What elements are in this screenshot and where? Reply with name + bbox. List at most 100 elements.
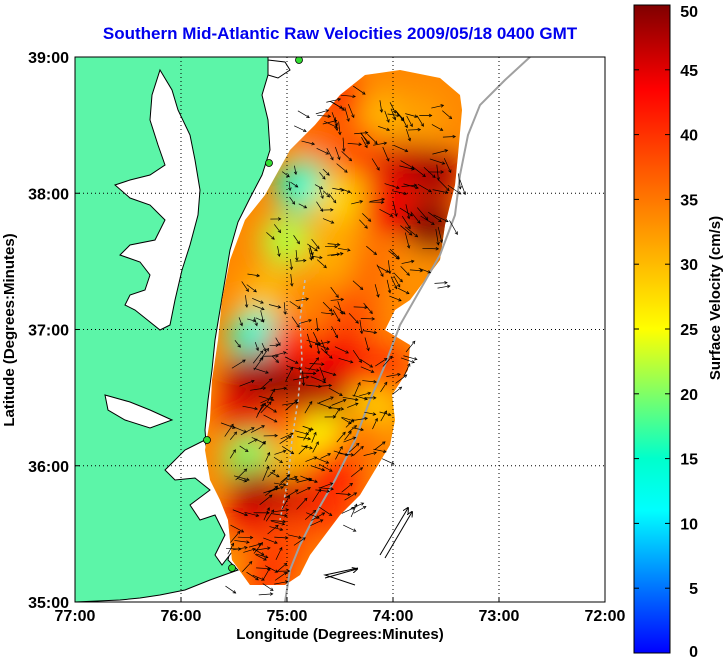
velocity-cell bbox=[266, 323, 319, 376]
velocity-arrow bbox=[382, 458, 395, 465]
velocity-arrowhead bbox=[389, 213, 394, 217]
velocity-arrowhead bbox=[386, 119, 390, 123]
velocity-arrow bbox=[379, 209, 393, 217]
velocity-arrow bbox=[293, 125, 307, 132]
velocity-arrowhead bbox=[366, 347, 370, 352]
velocity-arrowhead bbox=[364, 225, 368, 229]
velocity-arrow bbox=[256, 567, 271, 570]
velocity-arrowhead bbox=[353, 492, 358, 496]
velocity-arrowhead bbox=[275, 487, 279, 491]
velocity-arrow bbox=[335, 492, 351, 495]
velocity-arrow bbox=[280, 432, 294, 440]
velocity-arrow bbox=[314, 457, 329, 464]
velocity-arrow bbox=[263, 414, 278, 423]
velocity-arrow bbox=[403, 355, 418, 360]
velocity-arrow bbox=[393, 144, 408, 152]
velocity-arrow bbox=[279, 435, 292, 445]
velocity-arrow bbox=[274, 572, 287, 581]
velocity-arrowhead bbox=[337, 97, 342, 102]
velocity-arrowhead bbox=[397, 283, 401, 288]
velocity-arrowhead bbox=[269, 592, 274, 596]
velocity-arrow bbox=[235, 468, 247, 481]
velocity-arrow bbox=[428, 211, 442, 222]
velocity-arrow bbox=[374, 441, 386, 450]
velocity-arrow bbox=[230, 531, 241, 543]
velocity-arrow bbox=[273, 224, 281, 233]
velocity-arrowhead bbox=[269, 396, 274, 400]
velocity-arrowhead bbox=[311, 141, 316, 146]
velocity-arrowhead bbox=[262, 402, 266, 407]
velocity-arrowhead bbox=[255, 347, 259, 352]
velocity-arrowhead bbox=[307, 436, 312, 441]
velocity-arrowhead bbox=[265, 370, 269, 374]
velocity-arrowhead bbox=[327, 453, 332, 457]
velocity-arrowhead bbox=[288, 187, 292, 192]
velocity-arrowhead bbox=[389, 355, 393, 360]
velocity-arrow bbox=[363, 452, 377, 456]
velocity-arrowhead bbox=[435, 247, 440, 251]
velocity-arrowhead bbox=[369, 310, 373, 315]
velocity-arrow bbox=[337, 247, 351, 251]
x-tick-label: 77:00 bbox=[55, 608, 96, 625]
velocity-arrowhead bbox=[364, 144, 368, 149]
velocity-arrowhead bbox=[345, 350, 349, 354]
velocity-arrowhead bbox=[329, 468, 333, 472]
velocity-arrowhead bbox=[264, 555, 269, 559]
velocity-arrow bbox=[417, 183, 432, 193]
colorbar-tick-label: 35 bbox=[680, 192, 698, 209]
velocity-arrowhead bbox=[332, 415, 337, 419]
velocity-arrow bbox=[347, 403, 359, 408]
velocity-arrowhead bbox=[414, 114, 418, 118]
velocity-arrow bbox=[260, 396, 273, 404]
velocity-arrowhead bbox=[266, 451, 271, 456]
velocity-arrowhead bbox=[303, 497, 308, 502]
velocity-arrowhead bbox=[436, 177, 440, 181]
velocity-arrow bbox=[397, 287, 410, 295]
y-tick-label: 35:00 bbox=[28, 595, 69, 612]
velocity-arrow bbox=[275, 563, 287, 573]
velocity-arrowhead bbox=[321, 512, 326, 516]
velocity-arrowhead bbox=[415, 185, 419, 190]
velocity-arrow bbox=[266, 388, 276, 404]
velocity-arrowhead bbox=[294, 399, 299, 403]
velocity-arrowhead bbox=[428, 113, 433, 118]
velocity-arrow bbox=[337, 301, 343, 315]
velocity-arrow bbox=[423, 166, 436, 178]
velocity-arrow bbox=[389, 102, 396, 114]
velocity-arrow bbox=[240, 427, 255, 436]
velocity-arrow bbox=[335, 446, 343, 460]
velocity-arrowhead bbox=[260, 318, 265, 322]
velocity-arrow bbox=[259, 494, 273, 505]
velocity-arrowhead bbox=[350, 418, 355, 422]
y-tick-label: 39:00 bbox=[28, 50, 69, 67]
velocity-arrow bbox=[263, 567, 271, 579]
y-tick-label: 37:00 bbox=[28, 323, 69, 340]
velocity-arrowhead bbox=[294, 489, 299, 493]
velocity-arrowhead bbox=[281, 522, 286, 526]
velocity-arrowhead bbox=[325, 151, 330, 155]
velocity-arrowhead bbox=[334, 122, 338, 127]
velocity-arrowhead bbox=[320, 195, 324, 200]
velocity-arrowhead bbox=[405, 291, 410, 295]
velocity-arrow bbox=[437, 179, 450, 191]
velocity-arrowhead bbox=[290, 283, 294, 287]
velocity-arrowhead bbox=[457, 191, 462, 195]
velocity-arrowhead bbox=[294, 360, 299, 364]
velocity-arrow bbox=[392, 386, 402, 395]
velocity-cell bbox=[335, 126, 388, 179]
velocity-arrowhead bbox=[360, 502, 365, 506]
velocity-arrow bbox=[324, 121, 338, 128]
velocity-arrow bbox=[442, 110, 452, 119]
velocity-arrowhead bbox=[448, 115, 453, 120]
velocity-arrowhead bbox=[339, 392, 343, 396]
velocity-arrow bbox=[236, 478, 247, 482]
colorbar-tick-label: 45 bbox=[680, 63, 698, 80]
velocity-arrowhead bbox=[286, 474, 291, 478]
velocity-arrow bbox=[291, 316, 300, 328]
velocity-arrow bbox=[257, 402, 266, 415]
velocity-arrowhead bbox=[387, 289, 392, 294]
velocity-arrowhead bbox=[271, 236, 275, 240]
velocity-arrowhead bbox=[444, 190, 449, 194]
velocity-arrowhead bbox=[431, 221, 435, 225]
velocity-arrowhead bbox=[244, 512, 249, 517]
